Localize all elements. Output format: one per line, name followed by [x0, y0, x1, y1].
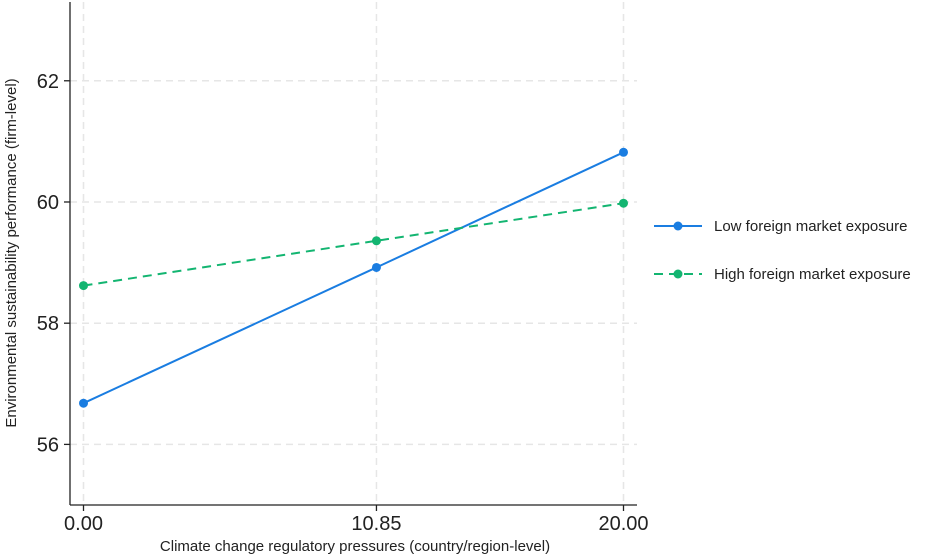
data-point	[371, 262, 381, 272]
legend-label: Low foreign market exposure	[714, 218, 907, 235]
x-tick-label: 0.00	[64, 513, 103, 535]
legend-label: High foreign market exposure	[714, 266, 911, 283]
y-tick-label: 58	[37, 313, 59, 335]
data-point	[79, 398, 88, 408]
data-point	[619, 147, 628, 157]
data-point	[371, 236, 381, 246]
series-line	[83, 151, 624, 405]
y-tick-label: 60	[37, 192, 59, 214]
y-ticks: 56 58 60 62	[37, 71, 70, 456]
x-tick-label: 20.00	[598, 513, 648, 535]
grid-lines	[70, 2, 637, 505]
legend: Low foreign market exposure High foreign …	[654, 218, 911, 283]
y-axis-title: Environmental sustainability performance…	[3, 78, 20, 427]
data-point	[79, 281, 88, 291]
data-point	[619, 198, 628, 208]
x-axis-title: Climate change regulatory pressures (cou…	[160, 538, 550, 555]
legend-marker	[673, 221, 683, 231]
legend-marker	[673, 269, 683, 279]
series-line	[83, 202, 624, 287]
x-ticks: 0.00 10.85 20.00	[64, 505, 649, 535]
y-tick-label: 56	[37, 434, 59, 456]
plot-area	[79, 147, 628, 408]
x-tick-label: 10.85	[351, 513, 401, 535]
y-tick-label: 62	[37, 71, 59, 93]
